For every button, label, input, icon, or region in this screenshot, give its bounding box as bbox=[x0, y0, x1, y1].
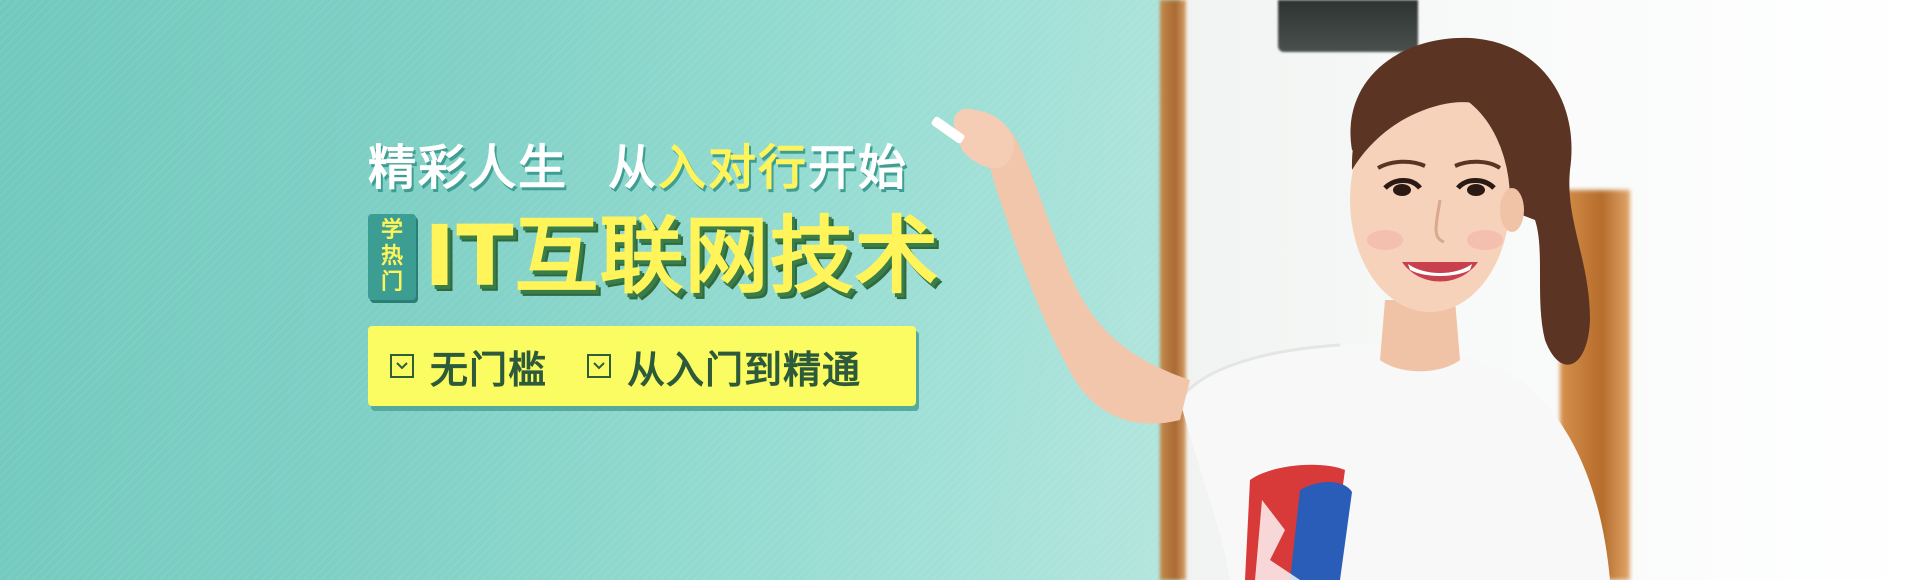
feature-item: 从入门到精通 bbox=[587, 339, 861, 394]
wall-speaker bbox=[1278, 0, 1418, 52]
door-frame-left bbox=[1160, 0, 1186, 580]
main-title: IT互联网技术 bbox=[424, 207, 940, 305]
headline-part2: 从入对行开始 bbox=[608, 140, 908, 196]
hot-badge: 学 热 门 bbox=[368, 214, 416, 300]
headline-highlight: 入对行 bbox=[658, 140, 809, 196]
headline-part1: 精彩人生 bbox=[368, 140, 569, 196]
headline: 精彩人生 从入对行开始 bbox=[368, 128, 908, 198]
feature-label: 从入门到精通 bbox=[627, 347, 862, 392]
checkbox-icon bbox=[587, 354, 612, 378]
badge-char-1: 学 bbox=[380, 218, 403, 243]
chalkboard-background bbox=[0, 0, 1180, 580]
badge-char-2: 热 bbox=[380, 244, 403, 269]
headline-part2-post: 开始 bbox=[808, 140, 909, 196]
feature-label: 无门槛 bbox=[430, 347, 548, 392]
badge-char-3: 门 bbox=[380, 270, 403, 295]
feature-bar: 无门槛 从入门到精通 bbox=[368, 326, 916, 406]
headline-part2-pre: 从 bbox=[608, 140, 659, 196]
checkbox-icon bbox=[390, 354, 414, 378]
feature-item: 无门槛 bbox=[390, 339, 547, 394]
